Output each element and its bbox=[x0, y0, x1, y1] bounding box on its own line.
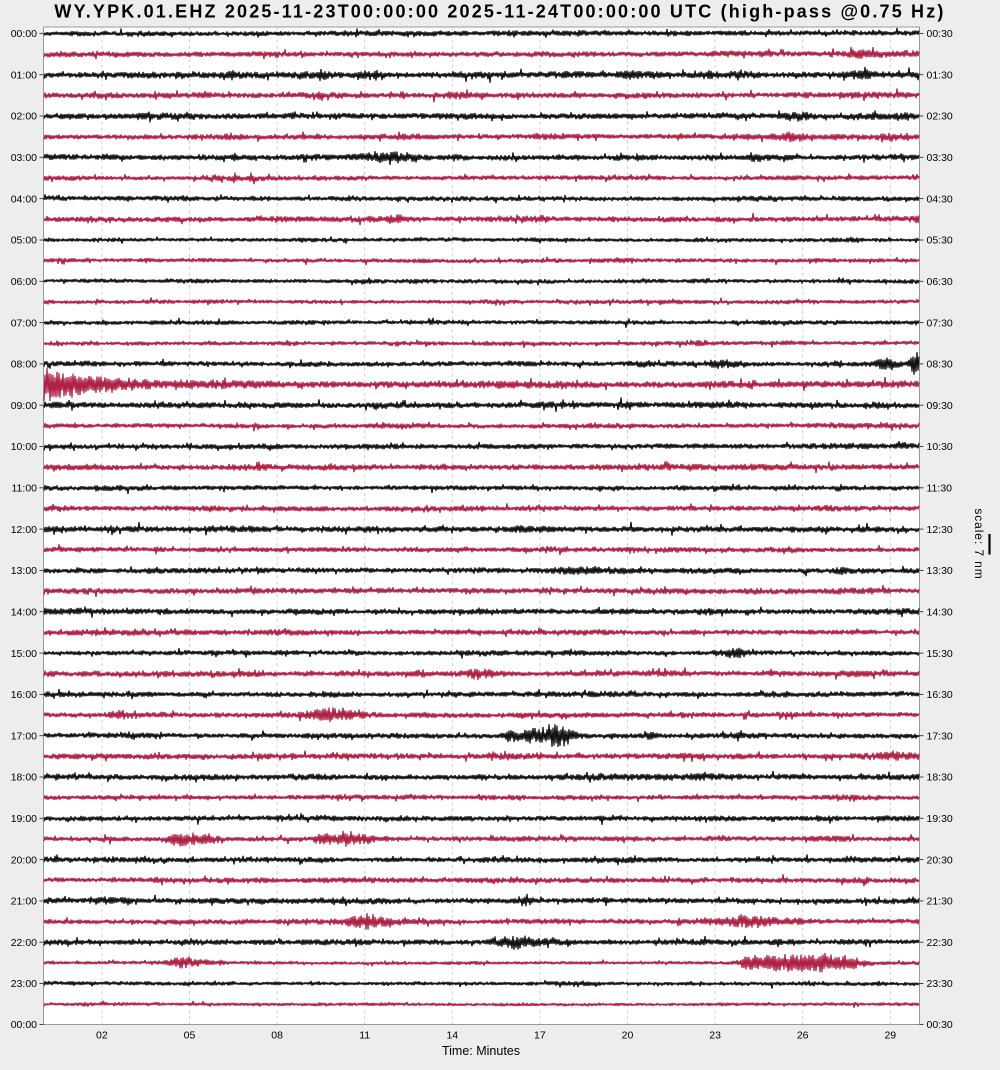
svg-text:00:30: 00:30 bbox=[927, 1019, 953, 1031]
svg-text:16:00: 16:00 bbox=[11, 689, 37, 701]
svg-text:05: 05 bbox=[184, 1030, 196, 1042]
svg-text:11:00: 11:00 bbox=[12, 483, 38, 495]
svg-text:21:00: 21:00 bbox=[11, 896, 37, 908]
svg-text:17: 17 bbox=[534, 1030, 546, 1042]
svg-text:08:00: 08:00 bbox=[11, 359, 37, 371]
svg-text:WY.YPK.01.EHZ 2025-11-23T00:00: WY.YPK.01.EHZ 2025-11-23T00:00:00 2025-1… bbox=[54, 2, 945, 22]
svg-text:18:30: 18:30 bbox=[927, 772, 953, 784]
svg-text:09:00: 09:00 bbox=[11, 400, 37, 412]
svg-text:01:30: 01:30 bbox=[927, 69, 953, 81]
svg-text:04:00: 04:00 bbox=[11, 193, 37, 205]
svg-text:07:30: 07:30 bbox=[927, 317, 953, 329]
svg-text:11:30: 11:30 bbox=[927, 483, 953, 495]
svg-text:03:30: 03:30 bbox=[927, 152, 953, 164]
svg-text:22:00: 22:00 bbox=[11, 937, 37, 949]
svg-text:19:30: 19:30 bbox=[927, 813, 953, 825]
svg-text:02:00: 02:00 bbox=[11, 111, 37, 123]
svg-text:17:00: 17:00 bbox=[11, 730, 37, 742]
svg-text:20: 20 bbox=[622, 1030, 634, 1042]
svg-text:10:30: 10:30 bbox=[927, 441, 953, 453]
svg-text:05:30: 05:30 bbox=[927, 235, 953, 247]
svg-text:08:30: 08:30 bbox=[927, 359, 953, 371]
svg-text:20:00: 20:00 bbox=[11, 854, 37, 866]
svg-text:13:30: 13:30 bbox=[927, 565, 953, 577]
svg-text:14: 14 bbox=[446, 1030, 458, 1042]
svg-text:14:00: 14:00 bbox=[11, 606, 37, 618]
svg-text:08: 08 bbox=[271, 1030, 283, 1042]
svg-text:21:30: 21:30 bbox=[927, 896, 953, 908]
svg-text:12:30: 12:30 bbox=[927, 524, 953, 536]
svg-text:03:00: 03:00 bbox=[11, 152, 37, 164]
svg-text:07:00: 07:00 bbox=[11, 317, 37, 329]
svg-text:23:00: 23:00 bbox=[11, 978, 37, 990]
svg-text:00:30: 00:30 bbox=[927, 28, 953, 40]
svg-text:19:00: 19:00 bbox=[11, 813, 37, 825]
svg-text:15:00: 15:00 bbox=[11, 648, 37, 660]
svg-text:26: 26 bbox=[797, 1030, 809, 1042]
svg-text:06:00: 06:00 bbox=[11, 276, 37, 288]
svg-text:23: 23 bbox=[709, 1030, 721, 1042]
svg-text:17:30: 17:30 bbox=[927, 730, 953, 742]
svg-text:Time: Minutes: Time: Minutes bbox=[442, 1044, 520, 1058]
svg-text:15:30: 15:30 bbox=[927, 648, 953, 660]
svg-text:06:30: 06:30 bbox=[927, 276, 953, 288]
svg-text:00:00: 00:00 bbox=[11, 28, 37, 40]
svg-text:scale: 7 nm: scale: 7 nm bbox=[972, 508, 986, 579]
svg-text:20:30: 20:30 bbox=[927, 854, 953, 866]
svg-text:18:00: 18:00 bbox=[11, 772, 37, 784]
svg-text:11: 11 bbox=[359, 1030, 370, 1042]
svg-text:23:30: 23:30 bbox=[927, 978, 953, 990]
svg-text:16:30: 16:30 bbox=[927, 689, 953, 701]
svg-text:09:30: 09:30 bbox=[927, 400, 953, 412]
svg-text:05:00: 05:00 bbox=[11, 235, 37, 247]
svg-text:29: 29 bbox=[884, 1030, 896, 1042]
svg-text:12:00: 12:00 bbox=[11, 524, 37, 536]
svg-text:04:30: 04:30 bbox=[927, 193, 953, 205]
svg-text:02:30: 02:30 bbox=[927, 111, 953, 123]
svg-text:22:30: 22:30 bbox=[927, 937, 953, 949]
svg-text:13:00: 13:00 bbox=[11, 565, 37, 577]
svg-text:10:00: 10:00 bbox=[11, 441, 37, 453]
svg-text:02: 02 bbox=[96, 1030, 108, 1042]
svg-text:01:00: 01:00 bbox=[11, 69, 37, 81]
svg-text:00:00: 00:00 bbox=[11, 1019, 37, 1031]
svg-text:14:30: 14:30 bbox=[927, 606, 953, 618]
